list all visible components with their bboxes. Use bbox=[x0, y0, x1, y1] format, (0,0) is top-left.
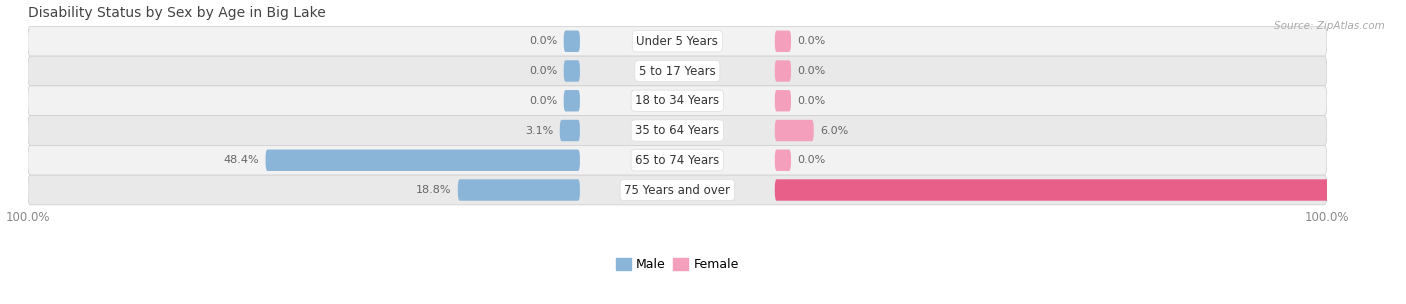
Text: 100.0%: 100.0% bbox=[1372, 185, 1406, 195]
Text: Disability Status by Sex by Age in Big Lake: Disability Status by Sex by Age in Big L… bbox=[28, 5, 326, 19]
Text: 0.0%: 0.0% bbox=[529, 66, 557, 76]
Text: 75 Years and over: 75 Years and over bbox=[624, 184, 730, 196]
FancyBboxPatch shape bbox=[775, 90, 792, 112]
FancyBboxPatch shape bbox=[775, 150, 792, 171]
Text: 0.0%: 0.0% bbox=[797, 96, 825, 106]
Text: 5 to 17 Years: 5 to 17 Years bbox=[638, 64, 716, 78]
FancyBboxPatch shape bbox=[564, 30, 579, 52]
Text: Source: ZipAtlas.com: Source: ZipAtlas.com bbox=[1274, 21, 1385, 31]
Text: 0.0%: 0.0% bbox=[797, 155, 825, 165]
Text: 48.4%: 48.4% bbox=[224, 155, 259, 165]
Text: 18 to 34 Years: 18 to 34 Years bbox=[636, 94, 720, 107]
Text: 0.0%: 0.0% bbox=[529, 36, 557, 46]
Text: 6.0%: 6.0% bbox=[820, 126, 848, 136]
FancyBboxPatch shape bbox=[775, 30, 792, 52]
FancyBboxPatch shape bbox=[28, 86, 1327, 116]
Text: 18.8%: 18.8% bbox=[416, 185, 451, 195]
FancyBboxPatch shape bbox=[775, 60, 792, 82]
Text: Under 5 Years: Under 5 Years bbox=[637, 35, 718, 48]
Text: 0.0%: 0.0% bbox=[529, 96, 557, 106]
FancyBboxPatch shape bbox=[28, 56, 1327, 86]
Text: 0.0%: 0.0% bbox=[797, 36, 825, 46]
FancyBboxPatch shape bbox=[560, 120, 579, 141]
FancyBboxPatch shape bbox=[564, 60, 579, 82]
FancyBboxPatch shape bbox=[458, 179, 579, 201]
Text: 35 to 64 Years: 35 to 64 Years bbox=[636, 124, 720, 137]
Text: 65 to 74 Years: 65 to 74 Years bbox=[636, 154, 720, 167]
Text: 0.0%: 0.0% bbox=[797, 66, 825, 76]
FancyBboxPatch shape bbox=[564, 90, 579, 112]
Legend: Male, Female: Male, Female bbox=[612, 253, 744, 276]
FancyBboxPatch shape bbox=[266, 150, 579, 171]
FancyBboxPatch shape bbox=[28, 116, 1327, 145]
FancyBboxPatch shape bbox=[28, 145, 1327, 175]
FancyBboxPatch shape bbox=[775, 179, 1406, 201]
Text: 3.1%: 3.1% bbox=[524, 126, 554, 136]
FancyBboxPatch shape bbox=[28, 175, 1327, 205]
FancyBboxPatch shape bbox=[775, 120, 814, 141]
FancyBboxPatch shape bbox=[28, 26, 1327, 56]
